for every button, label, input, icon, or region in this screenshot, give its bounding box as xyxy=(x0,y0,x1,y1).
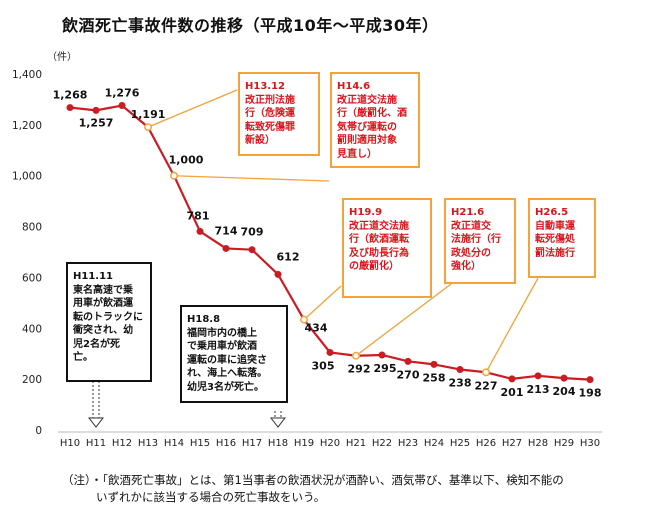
connector-h26 xyxy=(485,277,539,373)
x-tick-label: H13 xyxy=(138,438,158,449)
data-point xyxy=(170,171,178,180)
x-tick-label: H28 xyxy=(528,438,548,449)
x-tick-label: H23 xyxy=(398,438,418,449)
chart-title: 飲酒死亡事故件数の推移（平成10年～平成30年） xyxy=(62,16,439,35)
annotation-h13: H13.12 改正刑法施 行（危険運 転致死傷罪 新設） xyxy=(238,72,320,156)
data-point xyxy=(352,351,360,360)
data-label: 1,191 xyxy=(131,108,166,121)
y-tick-label: 1,000 xyxy=(12,171,42,183)
annotation-h18: H18.8 福岡市内の橋上 で乗用車が飲酒 運転の車に追突さ れ、海上へ転落。 幼児3名が… xyxy=(180,305,288,403)
data-point xyxy=(92,106,100,114)
annotation-h11: H11.11 東名高速で乗 用車が飲酒運 転のトラックに 衝突され、幼 児2名が死 亡。 xyxy=(66,262,152,382)
connector-h21 xyxy=(355,283,452,357)
data-point xyxy=(508,375,516,383)
x-tick-label: H15 xyxy=(190,438,210,449)
event-arrow-head xyxy=(87,417,105,428)
data-point xyxy=(66,104,74,112)
x-tick-label: H21 xyxy=(346,438,366,449)
data-point xyxy=(248,246,256,254)
y-tick-label: 400 xyxy=(22,323,42,335)
data-label: 198 xyxy=(579,387,602,400)
data-label: 1,268 xyxy=(53,89,88,102)
data-point xyxy=(560,374,568,382)
x-tick-label: H24 xyxy=(424,438,444,449)
data-label: 201 xyxy=(501,386,524,399)
data-label: 1,276 xyxy=(105,87,140,100)
x-tick-label: H17 xyxy=(242,438,262,449)
event-arrow-head xyxy=(269,417,287,428)
data-label: 1,257 xyxy=(79,116,114,129)
data-point xyxy=(430,360,438,368)
annotation-connectors xyxy=(87,89,539,428)
x-tick-label: H30 xyxy=(580,438,600,449)
x-tick-label: H16 xyxy=(216,438,236,449)
annotation-h19: H19.9 改正道交法施 行（飲酒運転 及び助長行為 の厳罰化） xyxy=(342,198,432,298)
y-axis-unit: （件） xyxy=(47,51,77,63)
x-tick-label: H14 xyxy=(164,438,184,449)
data-point xyxy=(456,365,464,373)
data-label: 305 xyxy=(312,359,335,372)
data-point xyxy=(534,372,542,380)
x-tick-label: H10 xyxy=(60,438,80,449)
data-label: 781 xyxy=(187,209,210,222)
data-label: 612 xyxy=(277,250,300,263)
data-label: 258 xyxy=(423,371,446,384)
data-label: 434 xyxy=(305,322,328,335)
data-point xyxy=(404,357,412,365)
data-point xyxy=(586,376,594,384)
y-tick-label: 0 xyxy=(35,425,42,437)
x-tick-label: H18 xyxy=(268,438,288,449)
x-tick-label: H27 xyxy=(502,438,522,449)
data-label: 1,000 xyxy=(169,154,204,167)
annotation-h26: H26.5 自動車運 転死傷処 罰法施行 xyxy=(528,198,596,278)
data-point xyxy=(378,351,386,359)
data-label: 227 xyxy=(475,379,498,392)
data-label: 213 xyxy=(527,383,550,396)
annotation-h14: H14.6 改正道交法施 行（厳罰化、酒 気帯び運転の 罰則適用対象 見直し） xyxy=(330,72,420,168)
data-label: 295 xyxy=(374,362,397,375)
connector-h13 xyxy=(147,89,238,128)
data-point xyxy=(482,368,490,377)
data-label: 238 xyxy=(449,376,472,389)
data-labels: 1,268 1,257 1,276 1,191 1,000 781 714 709 612 434… xyxy=(53,87,602,400)
axes: 0 200 400 600 800 1,000 1,200 1,400 （件） H10 H11 H12… xyxy=(12,51,602,449)
x-tick-label: H20 xyxy=(320,438,340,449)
data-point xyxy=(222,244,230,252)
data-point xyxy=(118,102,126,110)
data-point xyxy=(326,348,334,356)
footnote-line-2: いずれかに該当する場合の死亡事故をいう。 xyxy=(96,490,326,504)
x-tick-label: H26 xyxy=(476,438,496,449)
y-tick-label: 600 xyxy=(22,272,42,284)
data-point xyxy=(274,270,282,278)
x-tick-label: H12 xyxy=(112,438,132,449)
data-point xyxy=(144,123,152,132)
data-point xyxy=(196,227,204,235)
data-label: 709 xyxy=(241,226,264,239)
footnote-line-1: （注）・「飲酒死亡事故」とは、第1当事者の飲酒状況が酒酔い、酒気帯び、基準以下、… xyxy=(62,473,564,487)
annotation-h21: H21.6 改正道交 法施行（行 政処分の 強化） xyxy=(444,198,516,284)
x-tick-label: H11 xyxy=(86,438,106,449)
data-points xyxy=(66,102,594,384)
data-label: 204 xyxy=(553,385,576,398)
y-tick-label: 800 xyxy=(22,222,42,234)
data-point xyxy=(300,315,308,324)
connector-h14 xyxy=(173,175,330,182)
y-tick-label: 200 xyxy=(22,374,42,386)
connector-h19 xyxy=(303,285,342,321)
x-tick-label: H22 xyxy=(372,438,392,449)
data-label: 292 xyxy=(348,363,371,376)
data-label: 714 xyxy=(215,224,238,237)
x-tick-label: H25 xyxy=(450,438,470,449)
x-tick-label: H19 xyxy=(294,438,314,449)
x-tick-label: H29 xyxy=(554,438,574,449)
y-tick-label: 1,200 xyxy=(12,120,42,132)
data-label: 270 xyxy=(397,368,420,381)
y-tick-label: 1,400 xyxy=(12,69,42,81)
